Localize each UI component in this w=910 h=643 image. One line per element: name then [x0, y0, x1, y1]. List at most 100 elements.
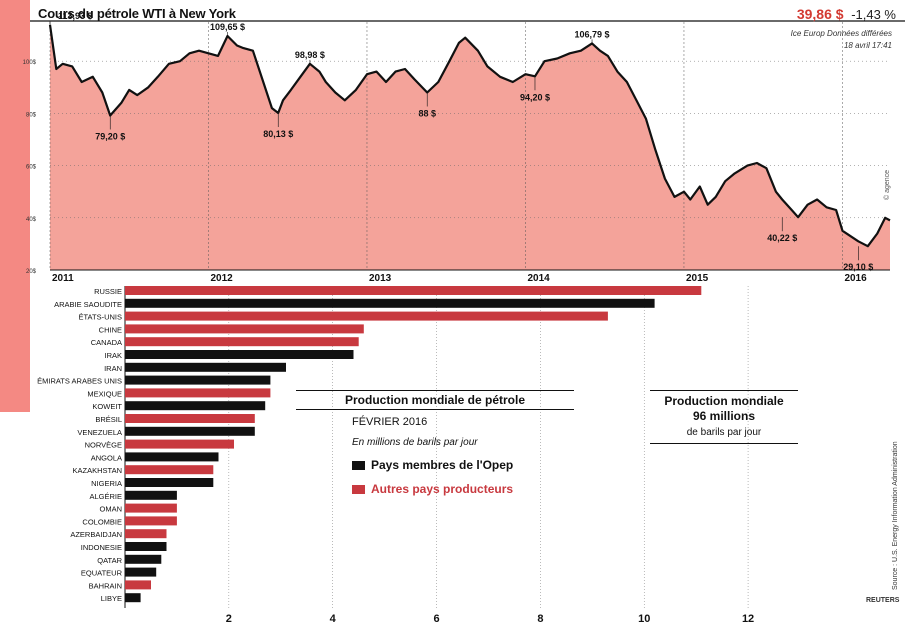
bar: [125, 298, 655, 308]
world-title-line2: 96 millions: [692, 409, 756, 423]
bar: [125, 542, 167, 551]
bar-category-label: MEXIQUE: [87, 389, 122, 398]
x-tick-label: 2015: [686, 273, 709, 284]
bar-category-label: NORVÈGE: [85, 441, 122, 450]
bar-category-label: ÉTATS-UNIS: [79, 313, 122, 322]
bar-x-tick-label: 6: [433, 613, 439, 625]
source-text: Source : U.S. Energy Information Adminis…: [892, 441, 899, 590]
bar-category-label: AZERBAIDJAN: [70, 530, 122, 539]
legend-opep-swatch: [352, 461, 365, 471]
annotation-label: 79,20 $: [95, 131, 125, 141]
bar-category-label: CHINE: [99, 325, 122, 334]
annotation-label: 94,20 $: [520, 92, 550, 102]
bar-x-tick-label: 2: [226, 613, 232, 625]
panel-unit-note: En millions de barils par jour: [352, 437, 478, 448]
bar: [125, 324, 364, 334]
bar: [125, 529, 167, 539]
bar-category-label: QATAR: [97, 556, 122, 565]
legend-opep: Pays membres de l'Opep: [352, 458, 513, 472]
bar: [125, 414, 255, 423]
world-subtitle: de barils par jour: [686, 427, 762, 438]
bar-category-label: RUSSIE: [94, 287, 122, 296]
price-source-line2: 18 avril 17:41: [843, 41, 892, 50]
annotation-label: 113,93 $: [58, 11, 93, 21]
bar: [125, 337, 359, 347]
bar: [125, 490, 177, 500]
bar-x-tick-label: 4: [330, 613, 337, 625]
bar-category-label: ÉMIRATS ARABES UNIS: [37, 377, 122, 386]
bar-category-label: KAZAKHSTAN: [73, 466, 122, 475]
world-top-rule: [650, 390, 798, 391]
bar-category-label: IRAN: [104, 364, 122, 373]
price-line: [48, 24, 891, 248]
annotation-label: 40,22 $: [767, 233, 797, 243]
annotation-label: 88 $: [418, 108, 436, 118]
bar-category-label: IRAK: [104, 351, 122, 360]
bar-category-label: BRÉSIL: [95, 415, 122, 424]
legend-autres-label: Autres pays producteurs: [371, 482, 514, 496]
bar-category-label: BAHRAIN: [89, 581, 122, 590]
panel-title: Production mondiale de pétrole: [344, 393, 526, 407]
bar-category-label: ANGOLA: [91, 453, 122, 462]
bar: [125, 350, 354, 359]
bar: [125, 567, 157, 577]
bar-x-tick-label: 12: [742, 613, 754, 625]
bar: [125, 580, 151, 590]
bar-category-label: COLOMBIE: [82, 517, 122, 526]
bar-category-label: OMAN: [100, 505, 123, 514]
bar: [125, 362, 286, 372]
x-tick-label: 2016: [844, 273, 867, 284]
bar: [125, 503, 177, 513]
price-value: 39,86 $: [796, 6, 844, 22]
bar: [125, 388, 271, 398]
bar: [125, 311, 608, 321]
current-price: 39,86 $ -1,43 %: [797, 6, 896, 22]
legend-autres: Autres pays producteurs: [352, 482, 513, 496]
bar: [125, 286, 702, 295]
y-tick-label: 60$: [26, 165, 37, 171]
price-source-line1: Ice Europ Données différées: [790, 29, 892, 38]
annotation-label: 98,98 $: [295, 50, 325, 60]
price-area: [50, 24, 890, 270]
bar: [125, 593, 141, 603]
bar: [125, 452, 219, 462]
world-title-line1: Production mondiale: [664, 394, 784, 408]
y-tick-label: 100$: [23, 60, 37, 66]
x-tick-label: 2011: [52, 273, 74, 284]
x-tick-label: 2013: [369, 273, 392, 284]
bar: [125, 375, 271, 385]
x-tick-label: 2012: [210, 273, 233, 284]
sidebar-accent: [0, 0, 30, 412]
chart-title: Cours du pétrole WTI à New York: [38, 6, 236, 21]
y-tick-label: 20$: [26, 269, 37, 275]
bar: [125, 465, 214, 475]
bar-category-label: ARABIE SAOUDITE: [54, 300, 122, 309]
bar-category-label: ALGÉRIE: [89, 492, 122, 501]
panel-top-rule: [296, 390, 574, 391]
y-tick-label: 40$: [26, 217, 37, 223]
bar-category-label: INDONESIE: [81, 543, 122, 552]
bar-category-label: LIBYE: [101, 594, 122, 603]
bar-category-label: VENEZUELA: [77, 428, 122, 437]
panel-mid-rule: [296, 409, 574, 410]
bar: [125, 478, 214, 487]
price-change: -1,43 %: [851, 7, 896, 22]
source-vertical: Source : U.S. Energy Information Adminis…: [892, 440, 904, 590]
bar: [125, 426, 255, 436]
agency-label: REUTERS: [866, 597, 900, 604]
annotation-label: 29,10 $: [843, 262, 873, 272]
annotation-label: 80,13 $: [263, 129, 293, 139]
panel-subtitle: FÉVRIER 2016: [352, 416, 428, 428]
bar-x-tick-label: 10: [638, 613, 650, 625]
annotation-label: 106,79 $: [575, 29, 610, 39]
bar: [125, 439, 234, 449]
legend-autres-swatch: [352, 485, 365, 495]
wti-price-chart: 20$ 40$ 60$ 80$ 100$ 2011 2012 2013 2014 2015 2016…: [23, 11, 905, 284]
bar-category-label: KOWEIT: [92, 402, 122, 411]
world-bottom-rule: [650, 443, 798, 444]
y-tick-label: 80$: [26, 112, 37, 118]
legend-opep-label: Pays membres de l'Opep: [371, 458, 514, 472]
bar-category-label: CANADA: [91, 338, 122, 347]
bar-category-label: EQUATEUR: [81, 569, 123, 578]
